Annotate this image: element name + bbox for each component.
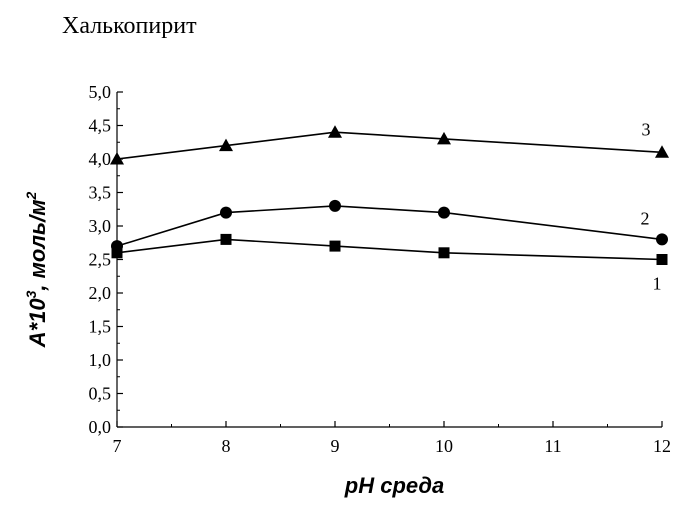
series-label-1: 1 [653,274,662,294]
y-tick-label: 2,5 [89,250,112,270]
y-axis-title-prefix: A*10 [25,298,50,349]
y-axis-title: A*103, моль/м2 [23,192,50,349]
axes [116,92,662,428]
y-tick-label: 3,5 [89,183,112,203]
data-point-square [656,254,668,265]
data-point-triangle [328,125,342,138]
series-label-3: 3 [642,119,651,139]
data-point-triangle [110,152,124,165]
y-tick-label: 4,5 [89,116,112,136]
y-tick-label: 2,0 [89,283,112,303]
series-line-1 [116,238,663,261]
data-point-triangle [437,131,451,145]
series-label-2: 2 [641,208,650,228]
data-point-square [329,240,341,252]
x-tick-label: 8 [222,436,231,456]
x-axis-title: pH среда [344,473,444,498]
data-point-circle [220,206,232,219]
y-tick-label: 0,0 [89,417,112,437]
y-axis-title-prefix-sup: 3 [23,290,39,298]
data-point-square [220,233,232,245]
data-point-triangle [219,138,233,152]
y-tick-label: 5,0 [89,82,112,102]
series-lines [116,131,663,261]
y-tick-label: 3,0 [89,216,112,236]
x-tick-label: 11 [544,436,561,456]
data-point-triangle [655,145,669,158]
y-tick-label: 0,5 [89,384,112,404]
x-tick-label: 9 [331,436,340,456]
data-point-square [438,247,450,259]
x-tick-label: 7 [113,436,122,456]
page-title: Халькопирит [62,13,197,39]
data-point-circle [111,240,123,253]
y-tick-label: 4,0 [89,149,112,169]
y-tick-label: 1,0 [89,350,112,370]
y-axis-title-suffix-sup: 2 [23,192,39,201]
x-tick-label: 12 [653,436,671,456]
y-axis-title-suffix: , моль/м [25,200,50,292]
y-tick-label: 1,5 [89,317,112,337]
data-point-circle [329,199,341,212]
data-point-circle [656,233,668,246]
data-point-square [111,247,123,259]
series-markers [110,125,669,265]
x-tick-label: 10 [435,436,453,456]
series-line-2 [116,205,663,247]
series-line-3 [116,131,663,160]
data-point-circle [438,206,450,219]
x-ticks: 7 8 9 10 11 12 [113,421,671,456]
series-labels: 1 2 3 [641,119,662,293]
y-ticks: 0,0 0,5 1,0 1,5 2,0 2,5 3,0 3,5 4,0 4,5 5,0 [89,82,123,437]
